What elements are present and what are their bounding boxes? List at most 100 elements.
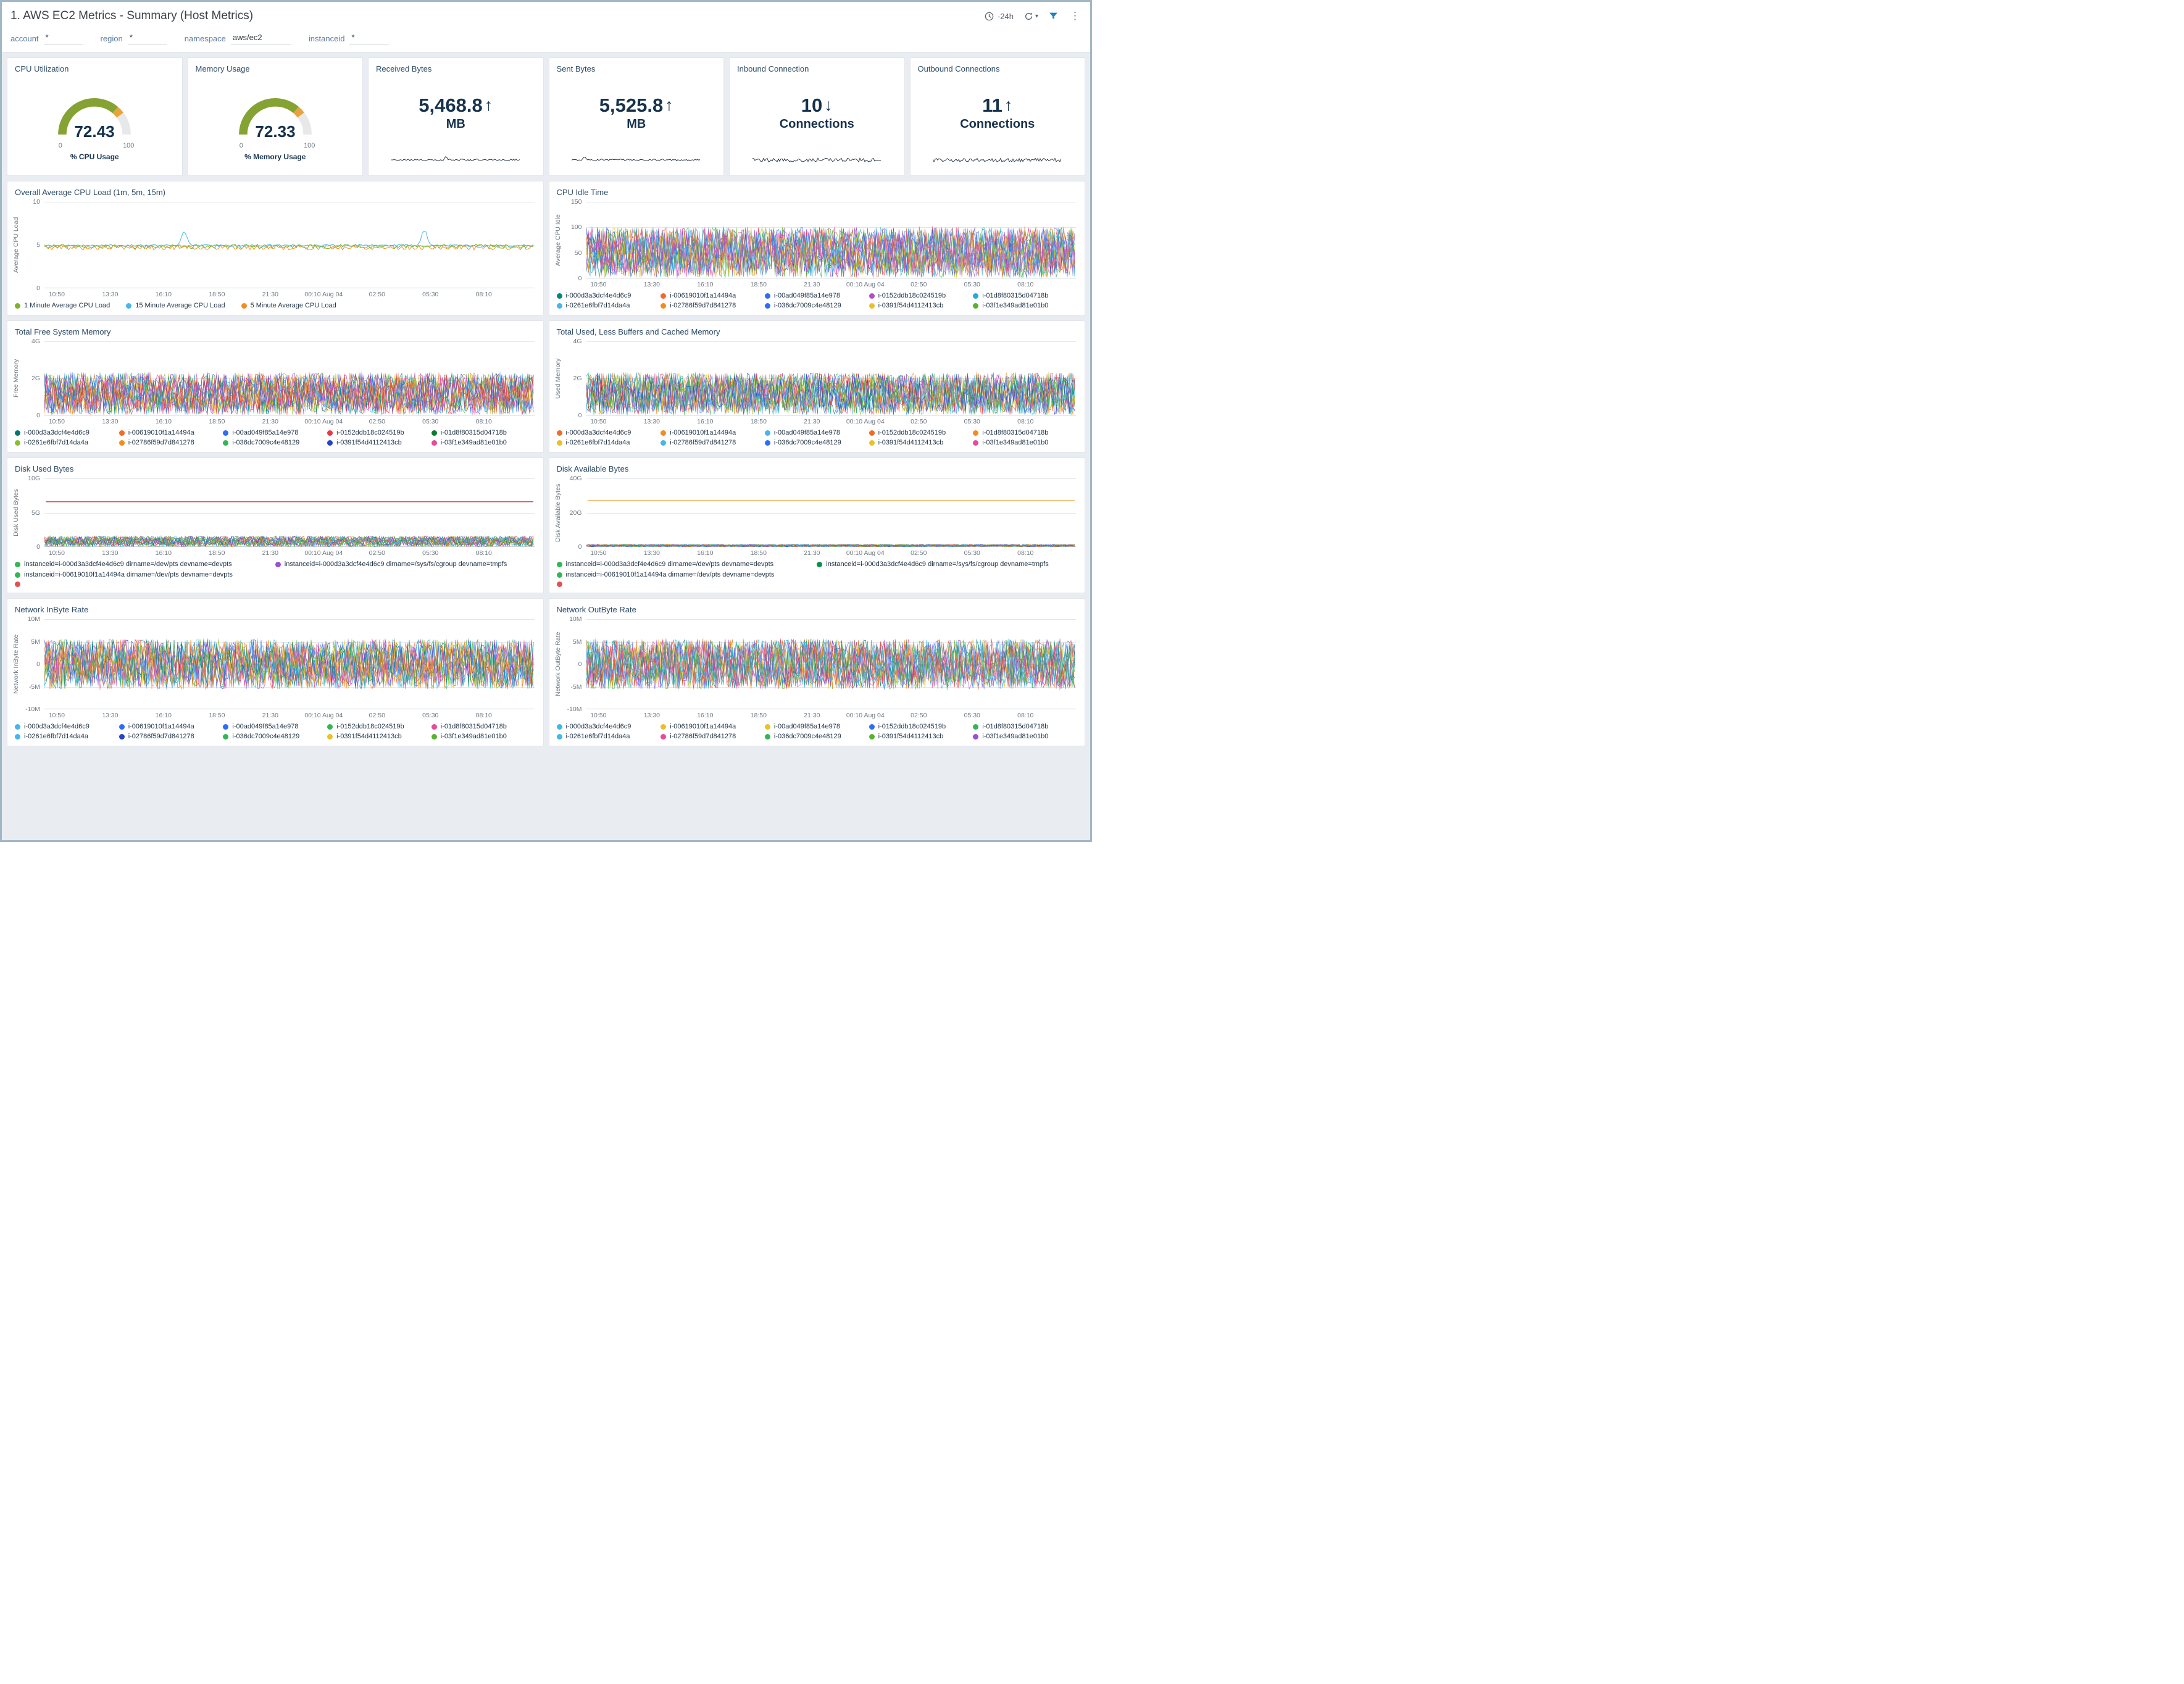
legend-item[interactable]: i-000d3a3dcf4e4d6c9 [556,723,661,730]
legend-item[interactable]: i-03f1e349ad81e01b0 [973,439,1077,446]
legend-item[interactable]: i-01d8f80315d04718b [431,429,536,436]
chart-legend: instanceid=i-000d3a3dcf4e4d6c9 dirname=/… [7,558,543,593]
legend-item[interactable]: i-02786f59d7d841278 [661,439,765,446]
legend-item[interactable]: i-01d8f80315d04718b [973,429,1077,436]
legend-item[interactable]: i-03f1e349ad81e01b0 [973,733,1077,740]
used-memory-chart-canvas[interactable] [586,341,1076,415]
legend-item[interactable]: i-00619010f1a14494a [119,723,223,730]
filter-namespace-input[interactable]: aws/ec2 [230,33,291,44]
disk-available-chart: Disk Available Bytes 0 20G 40G 10:50 13:30 1… [549,475,1085,558]
cpu-idle-chart-canvas[interactable] [586,202,1076,278]
legend-item[interactable]: i-0152ddb18c024519b [869,429,973,436]
legend-item[interactable]: i-0391f54d4112413cb [327,733,431,740]
legend-item[interactable]: i-036dc7009c4e48129 [223,733,327,740]
legend-item[interactable]: i-02786f59d7d841278 [119,733,223,740]
legend-item[interactable]: i-000d3a3dcf4e4d6c9 [556,429,661,436]
x-tick-label: 21:30 [262,418,278,425]
legend-item[interactable]: i-0261e6fbf7d14da4a [15,733,119,740]
network-outbyte-chart-canvas[interactable] [586,619,1076,709]
x-tick-label: 08:10 [1017,549,1034,557]
network-inbyte-chart-canvas[interactable] [44,619,535,709]
filter-account-input[interactable]: * [43,33,83,44]
legend-item[interactable]: i-0261e6fbf7d14da4a [15,439,119,446]
cpu-load-chart-canvas[interactable] [44,202,535,288]
legend-item[interactable]: i-00619010f1a14494a [661,429,765,436]
legend-color-dot [661,733,667,740]
refresh-button[interactable]: ▾ [1023,11,1038,22]
y-tick-label: 0 [36,543,40,551]
legend-item[interactable]: i-0152ddb18c024519b [327,723,431,730]
legend-item[interactable]: i-036dc7009c4e48129 [764,733,869,740]
legend-item[interactable]: instanceid=i-000d3a3dcf4e4d6c9 dirname=/… [275,561,536,568]
free-memory-chart-canvas[interactable] [44,341,535,415]
legend-item[interactable]: i-00ad049f85a14e978 [764,723,869,730]
legend-item[interactable]: i-0391f54d4112413cb [869,302,973,309]
legend-item[interactable]: i-03f1e349ad81e01b0 [431,439,536,446]
filter-icon[interactable] [1048,11,1059,22]
legend-item[interactable]: i-01d8f80315d04718b [431,723,536,730]
legend-item[interactable]: i-00619010f1a14494a [661,723,765,730]
more-options-button[interactable]: ⋮ [1070,10,1080,22]
legend-item[interactable]: i-01d8f80315d04718b [973,292,1077,299]
legend-item[interactable]: i-000d3a3dcf4e4d6c9 [15,429,119,436]
panel-network-inbyte-rate: Network InByte Rate Network InByte Rate … [7,598,544,746]
legend-item[interactable]: i-00ad049f85a14e978 [764,429,869,436]
filter-region-input[interactable]: * [127,33,167,44]
legend-item[interactable]: i-02786f59d7d841278 [661,302,765,309]
legend-item[interactable]: 15 Minute Average CPU Load [126,302,225,309]
legend-item[interactable]: i-00ad049f85a14e978 [764,292,869,299]
legend-color-dot [327,723,333,730]
inbound-connection-value: 10 ↓ [801,94,833,116]
legend-item[interactable]: i-00619010f1a14494a [661,292,765,299]
filter-instanceid-input[interactable]: * [349,33,390,44]
legend-item[interactable]: i-000d3a3dcf4e4d6c9 [556,292,661,299]
legend-item[interactable]: i-00ad049f85a14e978 [223,723,327,730]
legend-item[interactable]: i-036dc7009c4e48129 [764,439,869,446]
outbound-connections-sparkline[interactable] [933,152,1062,165]
legend-label: i-02786f59d7d841278 [670,733,736,740]
legend-item[interactable]: i-0261e6fbf7d14da4a [556,302,661,309]
legend-item[interactable]: instanceid=i-00619010f1a14494a dirname=/… [556,571,817,578]
legend-color-dot [556,733,562,740]
legend-item[interactable]: instanceid=i-000d3a3dcf4e4d6c9 dirname=/… [556,561,817,568]
disk-used-chart-canvas[interactable] [44,478,535,547]
received-bytes-sparkline[interactable] [391,152,520,165]
legend-item[interactable]: i-0152ddb18c024519b [327,429,431,436]
inbound-connection-sparkline[interactable] [752,152,882,165]
legend-item[interactable]: i-03f1e349ad81e01b0 [973,302,1077,309]
legend-item[interactable]: instanceid=i-00619010f1a14494a dirname=/… [15,571,275,578]
legend-item[interactable]: instanceid=i-000d3a3dcf4e4d6c9 dirname=/… [15,561,275,568]
legend-item[interactable]: i-0152ddb18c024519b [869,292,973,299]
legend-item[interactable]: i-0391f54d4112413cb [327,439,431,446]
x-axis: 10:50 13:30 16:10 18:50 21:30 00:10 Aug 04 02:… [586,278,1077,290]
legend-item[interactable]: i-0391f54d4112413cb [869,733,973,740]
y-axis: 0 2G 4G [564,338,586,419]
x-tick-label: 02:50 [369,712,385,719]
legend-item[interactable]: i-00619010f1a14494a [119,429,223,436]
legend-item[interactable]: i-02786f59d7d841278 [661,733,765,740]
legend-item[interactable]: instanceid=i-000d3a3dcf4e4d6c9 dirname=/… [817,561,1077,568]
legend-color-dot [661,302,667,309]
legend-item[interactable]: i-03f1e349ad81e01b0 [431,733,536,740]
disk-available-chart-canvas[interactable] [586,478,1076,547]
y-tick-label: 0 [36,412,40,419]
legend-item[interactable]: i-0391f54d4112413cb [869,439,973,446]
legend-item[interactable]: i-02786f59d7d841278 [119,439,223,446]
memory-usage-gauge[interactable]: 72.33 0 100 [223,90,327,151]
legend-label: i-03f1e349ad81e01b0 [982,302,1049,309]
legend-item[interactable]: i-0152ddb18c024519b [869,723,973,730]
cpu-utilization-gauge[interactable]: 72.43 0 100 [43,90,146,151]
legend-item[interactable]: i-036dc7009c4e48129 [764,302,869,309]
time-range-control[interactable]: -24h [984,11,1014,22]
legend-item[interactable]: i-036dc7009c4e48129 [223,439,327,446]
legend-item[interactable]: 5 Minute Average CPU Load [241,302,336,309]
sent-bytes-sparkline[interactable] [572,152,701,165]
legend-item[interactable]: 1 Minute Average CPU Load [15,302,110,309]
legend-item[interactable]: i-00ad049f85a14e978 [223,429,327,436]
legend-item[interactable]: i-01d8f80315d04718b [973,723,1077,730]
legend-item[interactable] [556,581,817,587]
legend-item[interactable]: i-000d3a3dcf4e4d6c9 [15,723,119,730]
legend-item[interactable]: i-0261e6fbf7d14da4a [556,439,661,446]
legend-item[interactable]: i-0261e6fbf7d14da4a [556,733,661,740]
legend-item[interactable] [15,581,275,587]
